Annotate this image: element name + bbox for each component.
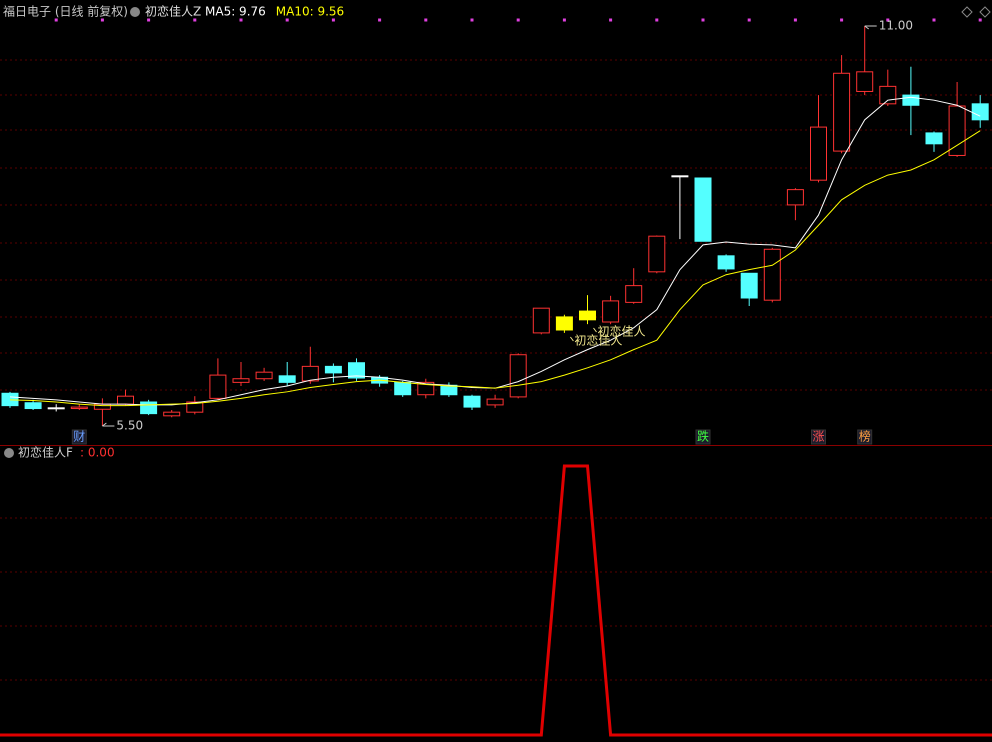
legend-entry: MA5: 9.76 [205,5,266,19]
marker-dot [886,18,890,22]
candle-body [1,392,19,407]
marker-dot [470,18,474,22]
candle-body [763,248,781,301]
min-label: 5.50 [116,419,143,433]
candle-body [625,285,643,303]
chart-title: 福日电子 (日线 前复权) [3,4,128,19]
signal-label: 初恋佳人 [574,333,622,348]
candle-body [555,316,573,331]
indicator-name: 初恋佳人Z [145,4,201,19]
candle-body [856,71,874,92]
candle-body [440,384,458,396]
event-tag: 涨 [812,429,824,444]
menu-icon[interactable] [4,448,14,458]
candle-body [671,175,689,178]
event-tag-bg [71,429,87,445]
nav-icons[interactable] [961,6,991,18]
indicator-line [0,464,992,737]
marker-dot [285,18,289,22]
event-tag-bg [811,429,826,445]
candle-body [602,300,620,323]
candle-body [324,365,342,374]
marker-dot [609,18,613,22]
candle-body [833,72,851,152]
candle-body [186,401,204,413]
event-tag: 跌 [697,429,709,444]
candle-body [486,398,504,406]
signal-label: 初恋佳人 [598,324,646,339]
marker-dot [331,18,335,22]
marker-dot [562,18,566,22]
candle-body [532,307,550,334]
max-arrow [864,25,877,30]
candle-body [740,272,758,299]
ma-line [9,130,981,407]
marker-dot [701,18,705,22]
marker-dot [840,18,844,22]
signal-arrow [570,336,574,342]
candle-body [348,362,365,379]
candle-body [394,381,412,396]
event-tag-bg [857,429,873,445]
candle-body [47,407,65,410]
candle-body [879,85,897,105]
marker-dot [239,18,243,22]
candle-body [925,132,943,145]
indicator-value: : 0.00 [80,446,115,460]
marker-dot [747,18,751,22]
signal-arrow [593,327,597,333]
candle-body [163,411,181,417]
candle-body [717,255,735,270]
candle-body [278,375,296,383]
candle-body [140,401,158,415]
menu-icon[interactable] [130,7,140,17]
candle-body [301,365,319,382]
candle-body [70,406,88,410]
candle-body [209,374,227,399]
marker-dot [516,18,520,22]
marker-dot [54,18,58,22]
marker-dot [193,18,197,22]
candle-body [24,402,42,410]
candle-body [117,395,134,405]
marker-dot [378,18,382,22]
marker-dot [655,18,659,22]
candle-body [648,235,666,273]
candle-body [786,189,804,206]
marker-dot [793,18,797,22]
candle-body [810,126,827,181]
event-tag: 榜 [859,429,871,444]
candle-body [579,310,596,321]
event-tag: 财 [73,430,85,444]
candle-body [417,381,435,396]
marker-dot [932,18,936,22]
candle-body [948,105,966,156]
marker-dot [978,18,982,22]
indicator-title: 初恋佳人F [18,445,73,460]
marker-dot [100,18,104,22]
candle-body [971,103,989,121]
candle-body [463,395,481,408]
marker-dot [424,18,428,22]
candle-body [255,371,273,380]
marker-dot [147,18,151,22]
event-tag-bg [695,429,711,445]
candle-body [694,177,712,242]
candle-body [902,94,920,106]
candle-body [232,378,250,383]
min-arrow [102,422,115,427]
candle-body [509,354,527,398]
legend-entry: MA10: 9.56 [276,5,344,19]
max-label: 11.00 [879,19,913,33]
